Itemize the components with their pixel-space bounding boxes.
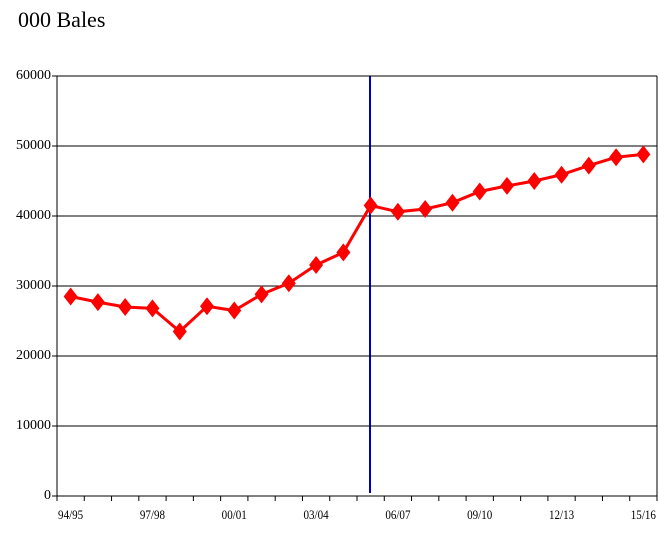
data-point: [500, 176, 514, 195]
y-tick-label: 0: [44, 488, 51, 503]
y-tick-label: 10000: [16, 418, 51, 433]
data-point: [118, 298, 133, 316]
data-point: [636, 145, 651, 164]
data-point: [581, 156, 596, 175]
data-point: [281, 274, 296, 293]
data-point: [527, 172, 542, 190]
x-tick-label: 15/16: [631, 507, 656, 522]
data-point: [336, 243, 351, 262]
x-tick-label: 03/04: [304, 507, 329, 522]
data-point: [227, 301, 242, 320]
y-tick-label: 20000: [16, 348, 51, 363]
data-line: [70, 152, 644, 334]
data-point: [418, 200, 433, 218]
data-point: [363, 196, 378, 215]
x-tick-label: 12/13: [549, 507, 574, 522]
data-point: [200, 297, 214, 316]
y-tick-label: 50000: [16, 138, 51, 153]
data-point: [63, 287, 78, 306]
y-tick-label: 30000: [16, 278, 51, 293]
data-point: [254, 285, 269, 304]
data-point: [609, 148, 624, 167]
data-point: [90, 293, 105, 312]
x-tick-label: 94/95: [58, 507, 83, 522]
data-point: [472, 182, 487, 201]
chart-title: 000 Bales: [18, 7, 105, 32]
data-point: [390, 202, 405, 221]
y-tick-label: 60000: [16, 68, 51, 83]
x-tick-label: 06/07: [385, 507, 410, 522]
data-point: [309, 256, 324, 274]
data-point: [445, 193, 460, 212]
x-tick-label: 09/10: [467, 507, 492, 522]
x-tick-label: 00/01: [222, 507, 247, 522]
data-point: [172, 322, 187, 341]
y-tick-label: 40000: [16, 208, 51, 223]
x-tick-label: 97/98: [140, 507, 165, 522]
data-point: [554, 165, 569, 184]
data-point: [145, 299, 160, 318]
